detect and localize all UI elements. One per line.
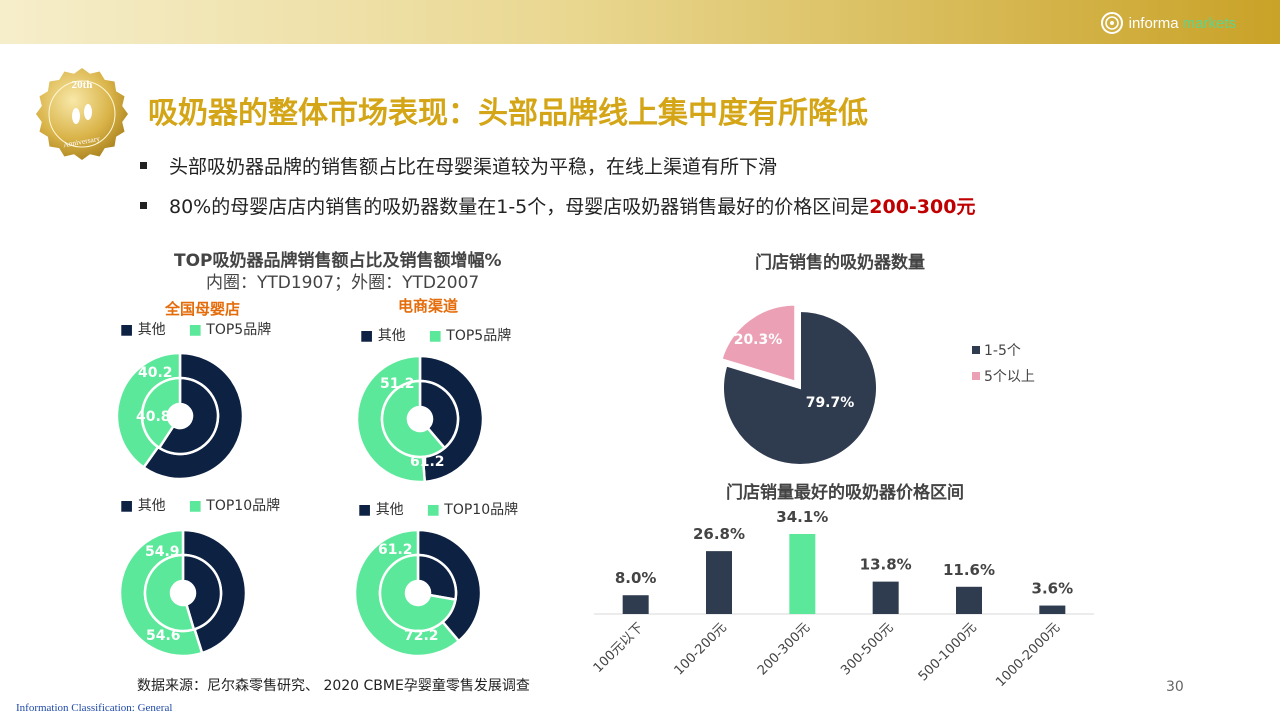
pie-slice-1-5: [722, 309, 878, 466]
donut-inner-value-label: 72.2: [404, 628, 439, 644]
bar-value-label: 34.1%: [776, 508, 828, 526]
donut-inner-other-slice: [416, 553, 458, 602]
bullet-highlight: 200-300元: [869, 196, 976, 218]
pie-label-1-5: 79.7%: [806, 395, 855, 411]
bullet-item-2: 80%的母婴店店内销售的吸奶器数量在1-5个，母婴店吸奶器销售最好的价格区间是2…: [140, 192, 975, 219]
bar-category-label: 100-200元: [672, 620, 730, 678]
legend-top10-marker: ■: [426, 502, 440, 518]
col-label-maternity-store: 全国母婴店: [165, 300, 241, 318]
donut-outer-value-label: 61.2: [378, 542, 413, 558]
bullet-text-2: 80%的母婴店店内销售的吸奶器数量在1-5个，母婴店吸奶器销售最好的价格区间是: [169, 196, 870, 218]
donut-inner-other-slice: [181, 553, 223, 631]
bullet-square-icon: [140, 162, 147, 169]
donut-outer-value-label: 40.2: [138, 365, 173, 381]
pie-chart-store-quantity: 门店销售的吸奶器数量 79.7% 20.3% 1-5个 5个以上: [720, 252, 1035, 466]
donut-inner-top-slice: [380, 379, 447, 459]
donut-outer-value-label: 51.2: [380, 376, 415, 392]
pie-chart-title: 门店销售的吸奶器数量: [755, 252, 925, 273]
bullet-text-1: 头部吸奶器品牌的销售额占比在母婴渠道较为平稳，在线上渠道有所下滑: [169, 156, 778, 178]
bar-chart-title: 门店销量最好的吸奶器价格区间: [726, 482, 964, 503]
legend-top10-label: TOP10品牌: [444, 502, 519, 518]
legend-other-marker: ■: [360, 328, 374, 344]
bar-value-label: 26.8%: [693, 525, 745, 543]
anniversary-badge: 20th Anniversary: [36, 68, 128, 160]
legend-other-label: 其他: [377, 328, 406, 344]
classification-label: Information Classification: General: [16, 702, 173, 714]
brand-part1: informa: [1128, 14, 1179, 32]
source-note: 数据来源：尼尔森零售研究、 2020 CBME孕婴童零售发展调查: [137, 678, 530, 694]
donut-inner-value-label: 61.2: [410, 454, 445, 470]
donut-section-title: TOP吸奶器品牌销售额占比及销售额增幅%: [174, 251, 502, 271]
donut-inner-value-label: 40.8: [136, 409, 171, 425]
bar-category-label: 300-500元: [838, 620, 896, 678]
legend-other-marker: ■: [120, 498, 134, 514]
donut-outer-value-label: 54.9: [145, 544, 180, 560]
bar-category-label: 1000-2000元: [993, 620, 1063, 690]
bar-chart-price-range: 门店销量最好的吸奶器价格区间 8.0% 100元以下 26.8% 100-200元 34…: [591, 482, 1094, 690]
legend-donut-4: ■ 其他 ■ TOP10品牌: [358, 499, 518, 519]
donut-inner-value-label: 54.6: [146, 628, 181, 644]
donut-section-subtitle: 内圈：YTD1907；外圈：YTD2007: [206, 273, 480, 293]
legend-top5-label: TOP5品牌: [206, 322, 272, 338]
legend-top10-label: TOP10品牌: [206, 498, 281, 514]
footprints-icon: [72, 104, 92, 124]
legend-other-label: 其他: [375, 502, 404, 518]
bar-3: [872, 581, 899, 614]
bar-value-label: 13.8%: [860, 556, 912, 574]
legend-donut-1: ■ 其他 ■ TOP5品牌: [120, 319, 271, 339]
bar-category-label: 200-300元: [755, 620, 813, 678]
donut-inner-top-slice: [378, 553, 457, 633]
donut-inner-other-slice: [418, 379, 460, 450]
bar-category-label: 500-1000元: [916, 620, 980, 684]
pie-slice-5-plus: [720, 303, 797, 383]
legend-donut-2: ■ 其他 ■ TOP5品牌: [360, 325, 511, 345]
bar-value-label: 8.0%: [615, 569, 657, 587]
slide-title: 吸奶器的整体市场表现：头部品牌线上集中度有所降低: [148, 96, 868, 131]
pie-legend-marker: [972, 372, 980, 380]
page-number: 30: [1166, 679, 1184, 695]
donut-chart-top5-ecommerce: 51.2 61.2: [355, 354, 485, 484]
donut-inner-top-slice: [143, 553, 196, 633]
donut-inner-other-slice: [157, 376, 220, 456]
bar-value-label: 3.6%: [1032, 580, 1074, 598]
bar-1: [706, 551, 732, 614]
brand-part2: markets: [1182, 14, 1236, 32]
bullet-square-icon: [140, 202, 147, 209]
donut-chart-top10-ecommerce: 61.2 72.2: [353, 528, 483, 658]
bar-value-label: 11.6%: [943, 561, 995, 579]
legend-top5-marker: ■: [188, 322, 202, 338]
informa-markets-logo: informa markets: [1099, 10, 1236, 36]
legend-donut-3: ■ 其他 ■ TOP10品牌: [120, 495, 280, 515]
pie-legend-label: 1-5个: [984, 343, 1021, 359]
legend-top5-marker: ■: [428, 328, 442, 344]
legend-other-marker: ■: [358, 502, 372, 518]
legend-top5-label: TOP5品牌: [446, 328, 512, 344]
legend-other-label: 其他: [137, 322, 166, 338]
col-label-ecommerce: 电商渠道: [398, 297, 459, 315]
legend-other-label: 其他: [137, 498, 166, 514]
legend-other-marker: ■: [120, 322, 134, 338]
bar-2: [789, 534, 816, 614]
bar-0: [622, 595, 649, 614]
spiral-logo-icon: [1100, 12, 1123, 34]
donut-chart-top5-maternity: 40.2 40.8: [115, 351, 245, 481]
bullet-item-1: 头部吸奶器品牌的销售额占比在母婴渠道较为平稳，在线上渠道有所下滑: [140, 152, 777, 179]
bar-4: [956, 586, 982, 614]
legend-top10-marker: ■: [188, 498, 202, 514]
top-banner: [0, 0, 1280, 44]
bar-5: [1039, 605, 1066, 614]
pie-legend-marker: [972, 346, 980, 354]
donut-inner-top-slice: [140, 376, 182, 450]
donut-chart-top10-maternity: 54.9 54.6: [118, 528, 248, 658]
pie-legend-label: 5个以上: [984, 369, 1035, 385]
bar-category-label: 100元以下: [591, 620, 647, 676]
pie-label-5-plus: 20.3%: [734, 332, 783, 348]
badge-text-top: 20th: [72, 79, 93, 91]
